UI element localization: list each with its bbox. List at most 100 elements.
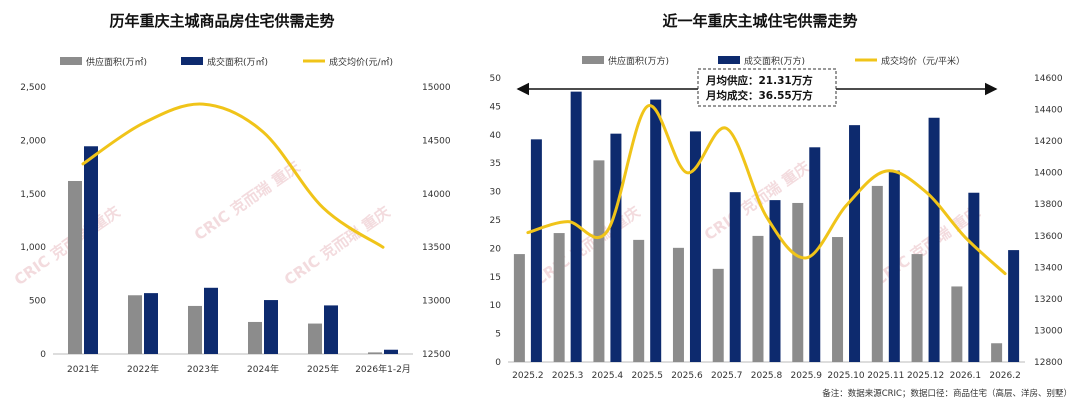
bar-supply <box>951 286 963 362</box>
annotation-deal: 月均成交：36.55万方 <box>705 89 813 102</box>
price-line <box>81 102 385 249</box>
y-tick-left: 40 <box>490 131 502 141</box>
y-tick-left: 5 <box>495 330 501 340</box>
y-tick-left: 45 <box>490 102 501 112</box>
y-tick-right: 13000 <box>1034 326 1063 336</box>
watermark: CRIC 克而瑞 重庆 <box>531 203 643 289</box>
x-tick-label: 2026年1-2月 <box>355 363 411 375</box>
x-tick-label: 2021年 <box>67 363 99 375</box>
x-tick-label: 2025.12 <box>907 371 944 381</box>
bar-supply <box>871 185 883 362</box>
x-tick-label: 2025.9 <box>791 371 823 381</box>
legend: 供应面积(万方) 成交面积(万方) 成交均价（元/平米） <box>582 55 965 67</box>
x-tick-label: 2025.8 <box>751 371 783 381</box>
y-tick-right: 14500 <box>422 136 451 146</box>
bar-deal <box>849 125 861 362</box>
bar-supply <box>752 235 764 362</box>
y-tick-right: 13500 <box>422 243 451 253</box>
x-tick-label: 2025.10 <box>827 371 864 381</box>
y-tick-right: 14200 <box>1034 137 1063 147</box>
right-axis-ticks: 12800 13000 13200 13400 13600 13800 14000 14200… <box>1034 74 1063 368</box>
x-tick-label: 2025.6 <box>671 371 703 381</box>
bar-supply <box>248 321 262 354</box>
y-tick-right: 12500 <box>422 350 451 360</box>
legend-swatch-supply <box>582 56 604 64</box>
annotation-supply: 月均供应：21.31万方 <box>705 74 813 87</box>
bar-supply <box>553 233 565 362</box>
x-tick-label: 2026.1 <box>950 371 982 381</box>
bar-supply <box>991 343 1003 362</box>
watermark: CRIC 克而瑞 重庆 <box>871 203 983 289</box>
left-axis-ticks: 0 500 1,000 1,500 2,000 2,500 <box>20 83 46 360</box>
bar-supply <box>368 352 382 354</box>
y-tick-right: 14000 <box>1034 169 1063 179</box>
legend-swatch-supply <box>60 57 82 65</box>
y-tick-right: 13000 <box>422 297 451 307</box>
y-tick-right: 13400 <box>1034 263 1063 273</box>
x-tick-label: 2025.4 <box>592 371 624 381</box>
bar-deal <box>888 170 900 362</box>
y-tick-left: 2,500 <box>20 83 46 93</box>
y-tick-left: 25 <box>490 216 501 226</box>
legend-label-price: 成交均价（元/平米） <box>881 55 965 67</box>
legend: 供应面积(万㎡) 成交面积(万㎡) 成交均价(元/㎡) <box>60 56 393 68</box>
y-tick-right: 14000 <box>422 190 451 200</box>
bar-deal <box>530 139 542 362</box>
bar-supply <box>593 160 605 362</box>
chart-title: 历年重庆主城商品房住宅供需走势 <box>109 12 334 30</box>
x-tick-label: 2022年 <box>127 363 159 375</box>
bar-deal <box>689 131 701 362</box>
y-tick-right: 13600 <box>1034 232 1063 242</box>
bar-supply <box>792 202 804 362</box>
y-tick-right: 13200 <box>1034 295 1063 305</box>
x-axis-ticks: 2025.2 2025.3 2025.4 2025.5 2025.6 2025.7 2025… <box>512 371 1021 381</box>
bar-deal <box>928 117 940 362</box>
x-tick-label: 2025.2 <box>512 371 544 381</box>
bar-deal <box>650 99 662 363</box>
legend-label-supply: 供应面积(万㎡) <box>86 56 147 68</box>
y-tick-left: 30 <box>490 188 502 198</box>
legend-label-price: 成交均价(元/㎡) <box>329 56 393 68</box>
bar-supply <box>188 305 202 354</box>
bar-deal <box>1008 250 1020 362</box>
bar-deal <box>968 192 980 362</box>
watermark: CRIC 克而瑞 重庆 <box>191 158 303 244</box>
bar-supply <box>513 254 525 362</box>
y-tick-right: 15000 <box>422 83 451 93</box>
y-tick-right: 14600 <box>1034 74 1063 84</box>
bar-deal <box>570 91 582 362</box>
y-tick-right: 13800 <box>1034 200 1063 210</box>
footnote: 备注：数据来源CRIC；数据口径：商品住宅（高层、洋房、别墅） <box>822 388 1072 399</box>
y-tick-right: 12800 <box>1034 358 1063 368</box>
bar-deal <box>204 287 218 354</box>
y-tick-left: 1,500 <box>20 190 46 200</box>
legend-label-deal: 成交面积(万㎡) <box>207 56 268 68</box>
bars <box>68 146 398 354</box>
y-tick-left: 35 <box>490 159 501 169</box>
y-tick-right: 14400 <box>1034 106 1063 116</box>
x-tick-label: 2023年 <box>187 363 219 375</box>
bar-supply <box>832 237 844 362</box>
bar-supply <box>672 247 684 362</box>
x-tick-label: 2025.5 <box>631 371 663 381</box>
legend-label-deal: 成交面积(万方) <box>744 55 805 67</box>
annual-chart: 历年重庆主城商品房住宅供需走势 供应面积(万㎡) 成交面积(万㎡) 成交均价(元… <box>20 12 451 375</box>
x-tick-label: 2026.2 <box>989 371 1021 381</box>
price-line <box>526 104 1007 276</box>
watermark: CRIC 克而瑞 重庆 <box>281 203 393 289</box>
legend-label-supply: 供应面积(万方) <box>608 55 669 67</box>
bar-deal <box>264 300 278 354</box>
bar-supply <box>308 323 322 354</box>
x-tick-label: 2025.3 <box>552 371 584 381</box>
bar-deal <box>610 133 622 362</box>
bar-supply <box>911 254 923 362</box>
bar-deal <box>144 293 158 354</box>
bar-deal <box>384 349 398 354</box>
y-tick-left: 2,000 <box>20 136 46 146</box>
y-tick-left: 50 <box>490 74 502 84</box>
x-axis-ticks: 2021年 2022年 2023年 2024年 2025年 2026年1-2月 <box>67 363 411 375</box>
bar-deal <box>324 305 338 354</box>
monthly-chart: 近一年重庆主城住宅供需走势 供应面积(万方) 成交面积(万方) 成交均价（元/平… <box>490 12 1063 381</box>
right-axis-ticks: 12500 13000 13500 14000 14500 15000 <box>422 83 451 360</box>
